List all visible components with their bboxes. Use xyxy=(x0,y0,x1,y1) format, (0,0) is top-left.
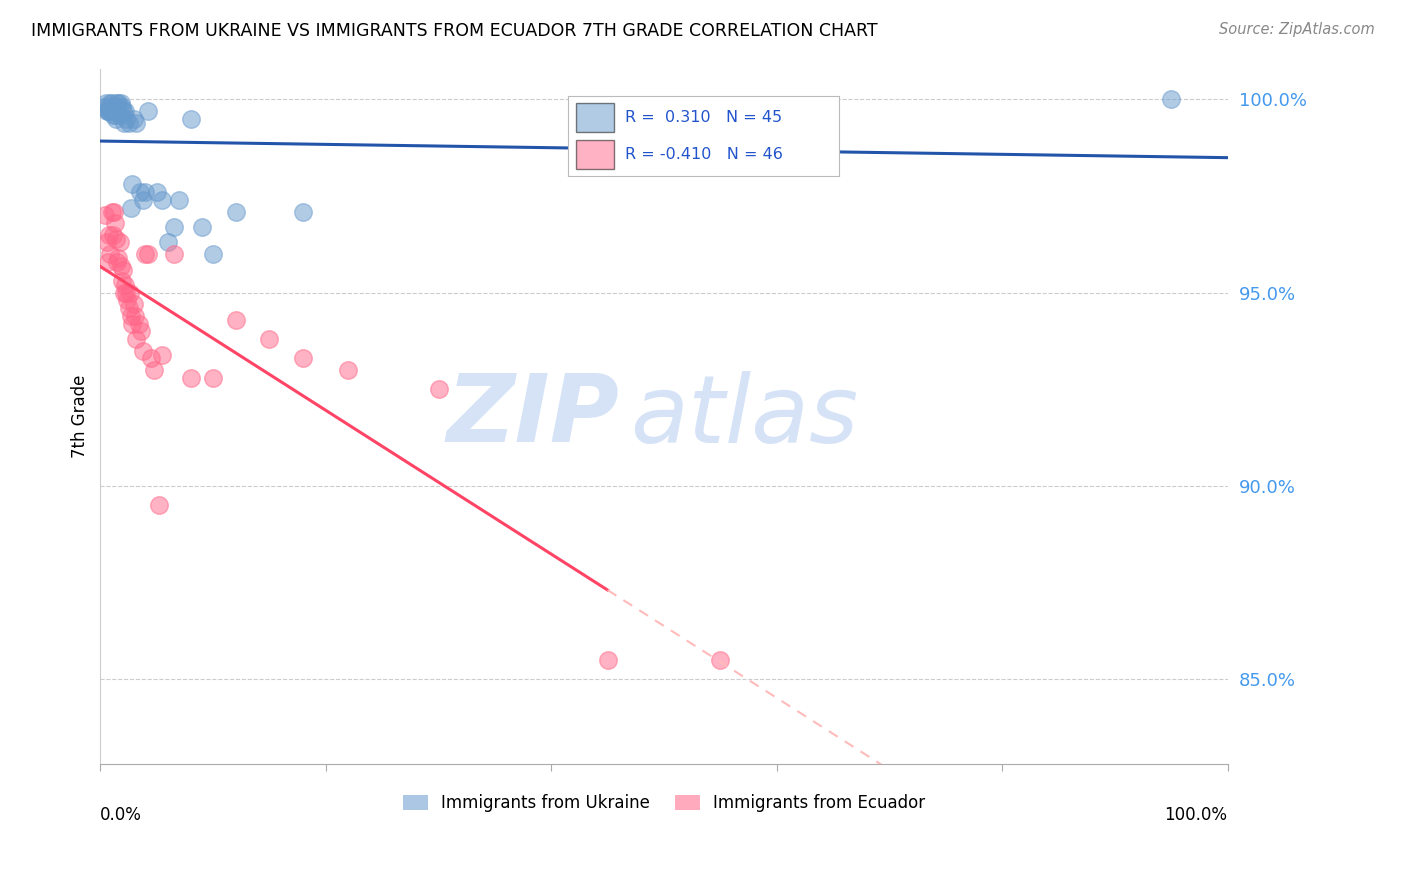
Point xyxy=(120,309,142,323)
Point xyxy=(143,363,166,377)
Point xyxy=(117,301,139,315)
Point xyxy=(107,251,129,265)
Point xyxy=(162,219,184,234)
Point xyxy=(94,96,117,111)
Point xyxy=(292,351,315,366)
Point xyxy=(225,204,247,219)
Point xyxy=(121,317,143,331)
Point xyxy=(105,254,128,268)
Point xyxy=(167,193,190,207)
Point xyxy=(111,274,134,288)
Point xyxy=(98,227,121,242)
Point xyxy=(136,247,159,261)
Point xyxy=(110,259,132,273)
Point xyxy=(1160,92,1182,106)
Point xyxy=(150,347,173,361)
Point xyxy=(96,103,118,118)
Point xyxy=(100,96,122,111)
Point xyxy=(108,108,131,122)
Point xyxy=(136,103,159,118)
Point xyxy=(180,112,202,126)
Point xyxy=(156,235,179,250)
Point xyxy=(115,112,138,126)
Point xyxy=(150,193,173,207)
Point xyxy=(132,193,155,207)
Point xyxy=(709,653,731,667)
Point xyxy=(337,363,360,377)
Point xyxy=(202,247,225,261)
Point xyxy=(100,247,122,261)
Point xyxy=(128,185,150,199)
Point xyxy=(97,254,120,268)
Point xyxy=(259,332,281,346)
Point xyxy=(100,204,122,219)
Point xyxy=(118,285,141,300)
Point xyxy=(180,370,202,384)
Point xyxy=(128,317,150,331)
Point xyxy=(191,219,214,234)
Point xyxy=(96,235,118,250)
Point xyxy=(121,178,143,192)
Point xyxy=(129,324,152,338)
Point xyxy=(114,103,136,118)
Point xyxy=(132,343,155,358)
Point xyxy=(100,96,122,111)
Point xyxy=(427,382,450,396)
Point xyxy=(122,297,145,311)
Point xyxy=(108,235,131,250)
Point xyxy=(103,103,125,118)
Point xyxy=(225,312,247,326)
Text: 100.0%: 100.0% xyxy=(1164,806,1227,824)
Point xyxy=(97,103,120,118)
Point xyxy=(112,285,135,300)
Point xyxy=(125,115,148,129)
Point xyxy=(115,285,138,300)
Point xyxy=(596,653,619,667)
Point xyxy=(105,96,128,111)
Point xyxy=(100,103,122,118)
Y-axis label: 7th Grade: 7th Grade xyxy=(72,375,89,458)
Point xyxy=(134,185,156,199)
Point xyxy=(98,103,121,118)
Point xyxy=(125,332,148,346)
Point xyxy=(93,100,115,114)
Text: atlas: atlas xyxy=(630,371,859,462)
Point xyxy=(107,96,129,111)
Point xyxy=(94,208,117,222)
Point xyxy=(110,96,132,111)
Point xyxy=(100,103,122,118)
Point xyxy=(139,351,162,366)
Point xyxy=(111,103,134,118)
Point xyxy=(101,227,124,242)
Point xyxy=(105,103,128,118)
Point xyxy=(104,108,127,122)
Point xyxy=(117,115,139,129)
Point xyxy=(105,231,128,245)
Point xyxy=(112,115,135,129)
Point xyxy=(111,262,134,277)
Legend: Immigrants from Ukraine, Immigrants from Ecuador: Immigrants from Ukraine, Immigrants from… xyxy=(396,788,932,819)
Point xyxy=(114,277,136,292)
Point xyxy=(122,112,145,126)
Point xyxy=(117,293,139,308)
Point xyxy=(162,247,184,261)
Point xyxy=(202,370,225,384)
Point xyxy=(134,247,156,261)
Text: Source: ZipAtlas.com: Source: ZipAtlas.com xyxy=(1219,22,1375,37)
Point xyxy=(105,112,128,126)
Point xyxy=(98,100,121,114)
Point xyxy=(105,100,128,114)
Point xyxy=(148,498,170,512)
Point xyxy=(120,201,142,215)
Text: 0.0%: 0.0% xyxy=(100,806,142,824)
Point xyxy=(292,204,315,219)
Point xyxy=(104,216,127,230)
Point xyxy=(111,100,134,114)
Point xyxy=(145,185,167,199)
Point xyxy=(103,204,125,219)
Text: ZIP: ZIP xyxy=(446,370,619,462)
Point xyxy=(101,108,124,122)
Text: IMMIGRANTS FROM UKRAINE VS IMMIGRANTS FROM ECUADOR 7TH GRADE CORRELATION CHART: IMMIGRANTS FROM UKRAINE VS IMMIGRANTS FR… xyxy=(31,22,877,40)
Point xyxy=(124,309,146,323)
